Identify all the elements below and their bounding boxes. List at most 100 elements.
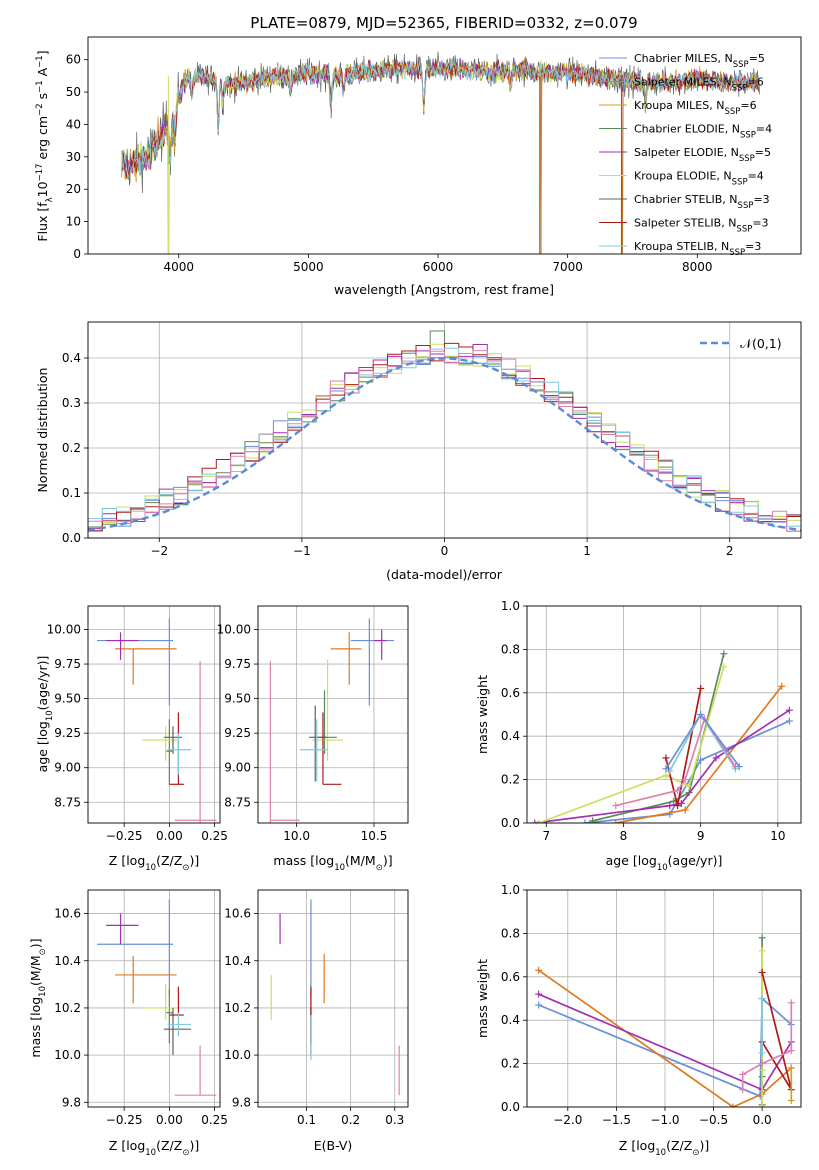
spectrum-line [121,58,759,179]
x-tick-label: 1 [583,544,591,558]
y-tick-label: 9.00 [54,761,81,775]
x-tick-label: 9 [697,829,705,843]
error-bar-point [163,1007,192,1056]
error-bar-point [373,629,387,660]
y-tick-label: 9.75 [224,657,251,671]
error-bar-point [169,712,184,785]
weight-line [761,972,793,1091]
x-tick-label: 0.3 [385,1113,404,1127]
weight-marker [758,1049,766,1057]
x-tick-label: 0.1 [297,1113,316,1127]
weight-marker [785,706,793,714]
x-tick-label: 0.0 [753,1113,772,1127]
y-tick-label: 10.4 [224,954,251,968]
weight-marker [787,1064,795,1072]
x-tick-label: −1.0 [650,1113,679,1127]
x-tick-label: 0.25 [201,1113,228,1127]
x-tick-label: 0.00 [156,1113,183,1127]
y-tick-label: 0.6 [501,686,520,700]
axes-frame [87,605,221,824]
weight-marker [685,782,693,790]
legend-entry: Salpeter STELIB, NSSP=3 [634,217,769,235]
weight-marker [739,1070,747,1078]
plot-area [88,330,801,538]
legend-entry: Chabrier STELIB, NSSP=3 [634,193,770,211]
x-tick-label: −0.25 [106,1113,143,1127]
x-tick-label: 6000 [423,260,454,274]
x-axis-label: (data-model)/error [386,567,503,582]
weight-marker [720,650,728,658]
weight-marker [758,947,766,955]
panel-weight-vs-age: 7 8 9 10 0.0 0.2 0.4 0.6 0.8 1.0 age [log10(age/yr… [475,599,802,873]
y-tick-label: 0.8 [501,642,520,656]
error-bar-point [350,618,395,706]
weight-marker [674,802,682,810]
axes-frame [87,36,802,255]
panel-spectrum: 4000 5000 6000 7000 8000 0 10 20 30 40 50 60 PLATE=0… [35,14,802,297]
x-tick-label: −0.5 [699,1113,728,1127]
y-tick-label: 0.2 [501,1057,520,1071]
error-bar-point [169,986,184,1016]
y-tick-label: 1.0 [501,883,520,897]
error-bar-point [167,733,192,775]
normal-curve [88,357,801,532]
weight-marker [697,684,705,692]
y-axis-label: age [log10(age/yr)] [35,656,55,773]
y-tick-label: 0.4 [501,1013,520,1027]
error-bar-point [269,661,300,823]
y-tick-label: 0 [73,247,81,261]
x-axis-label: age [log10(age/yr)] [606,853,723,873]
y-tick-label: 8.75 [224,795,251,809]
y-tick-label: 9.8 [232,1095,251,1109]
error-bar-point [142,984,177,1020]
error-bar-point [115,648,177,685]
x-tick-label: 8 [620,829,628,843]
y-tick-label: 10.6 [54,907,81,921]
weight-marker [697,711,705,718]
error-bar-point [322,712,342,785]
panel-weight-vs-z: −2.0 −1.5 −1.0 −0.5 0.0 0.0 0.2 0.4 0.6 0.8 1.0 Z [… [475,883,802,1158]
error-bar-point [174,1045,217,1096]
weight-marker [758,1060,766,1068]
weight-marker [662,771,670,779]
weight-marker [697,756,705,764]
x-tick-label: 7 [542,829,550,843]
axes-frame [257,605,409,824]
x-tick-label: 7000 [552,260,583,274]
histogram-series [88,347,801,538]
y-tick-label: 9.25 [224,726,251,740]
legend-entry: Chabrier MILES, NSSP=5 [634,52,765,70]
axes-frame [87,321,802,539]
weight-line [534,709,790,823]
x-tick-label: −1 [293,544,311,558]
x-tick-label: 0.00 [156,829,183,843]
error-bar-point [316,690,337,754]
error-bar-point [165,719,173,785]
x-tick-label: 8000 [682,260,713,274]
legend: 𝒩(0,1) [700,336,782,351]
x-axis-label: wavelength [Angstrom, rest frame] [334,282,554,297]
y-tick-label: 0.4 [501,729,520,743]
y-tick-label: 9.00 [224,761,251,775]
error-bar-point [299,719,328,782]
panel-mass-vs-ebv: 0.1 0.2 0.3 9.8 10.0 10.2 10.4 10.6 E(B-V) [224,889,409,1153]
x-axis-label: E(B-V) [314,1138,353,1153]
weight-marker [662,754,670,762]
error-bar-point [174,661,217,823]
x-tick-label: −2 [150,544,168,558]
plot-area [535,934,795,1107]
weight-marker [535,966,543,974]
y-tick-label: 10 [66,215,81,229]
y-tick-label: 9.50 [224,692,251,706]
y-tick-label: 0.2 [501,773,520,787]
y-tick-label: 8.75 [54,795,81,809]
weight-marker [535,990,543,998]
y-axis-label: mass [log10(M/M⊙)] [28,938,48,1057]
plot-area [531,650,793,823]
y-tick-label: 10.6 [224,907,251,921]
weight-marker [677,799,685,807]
error-bar-point [309,705,328,782]
weight-marker [778,682,786,690]
weight-marker [674,786,682,794]
